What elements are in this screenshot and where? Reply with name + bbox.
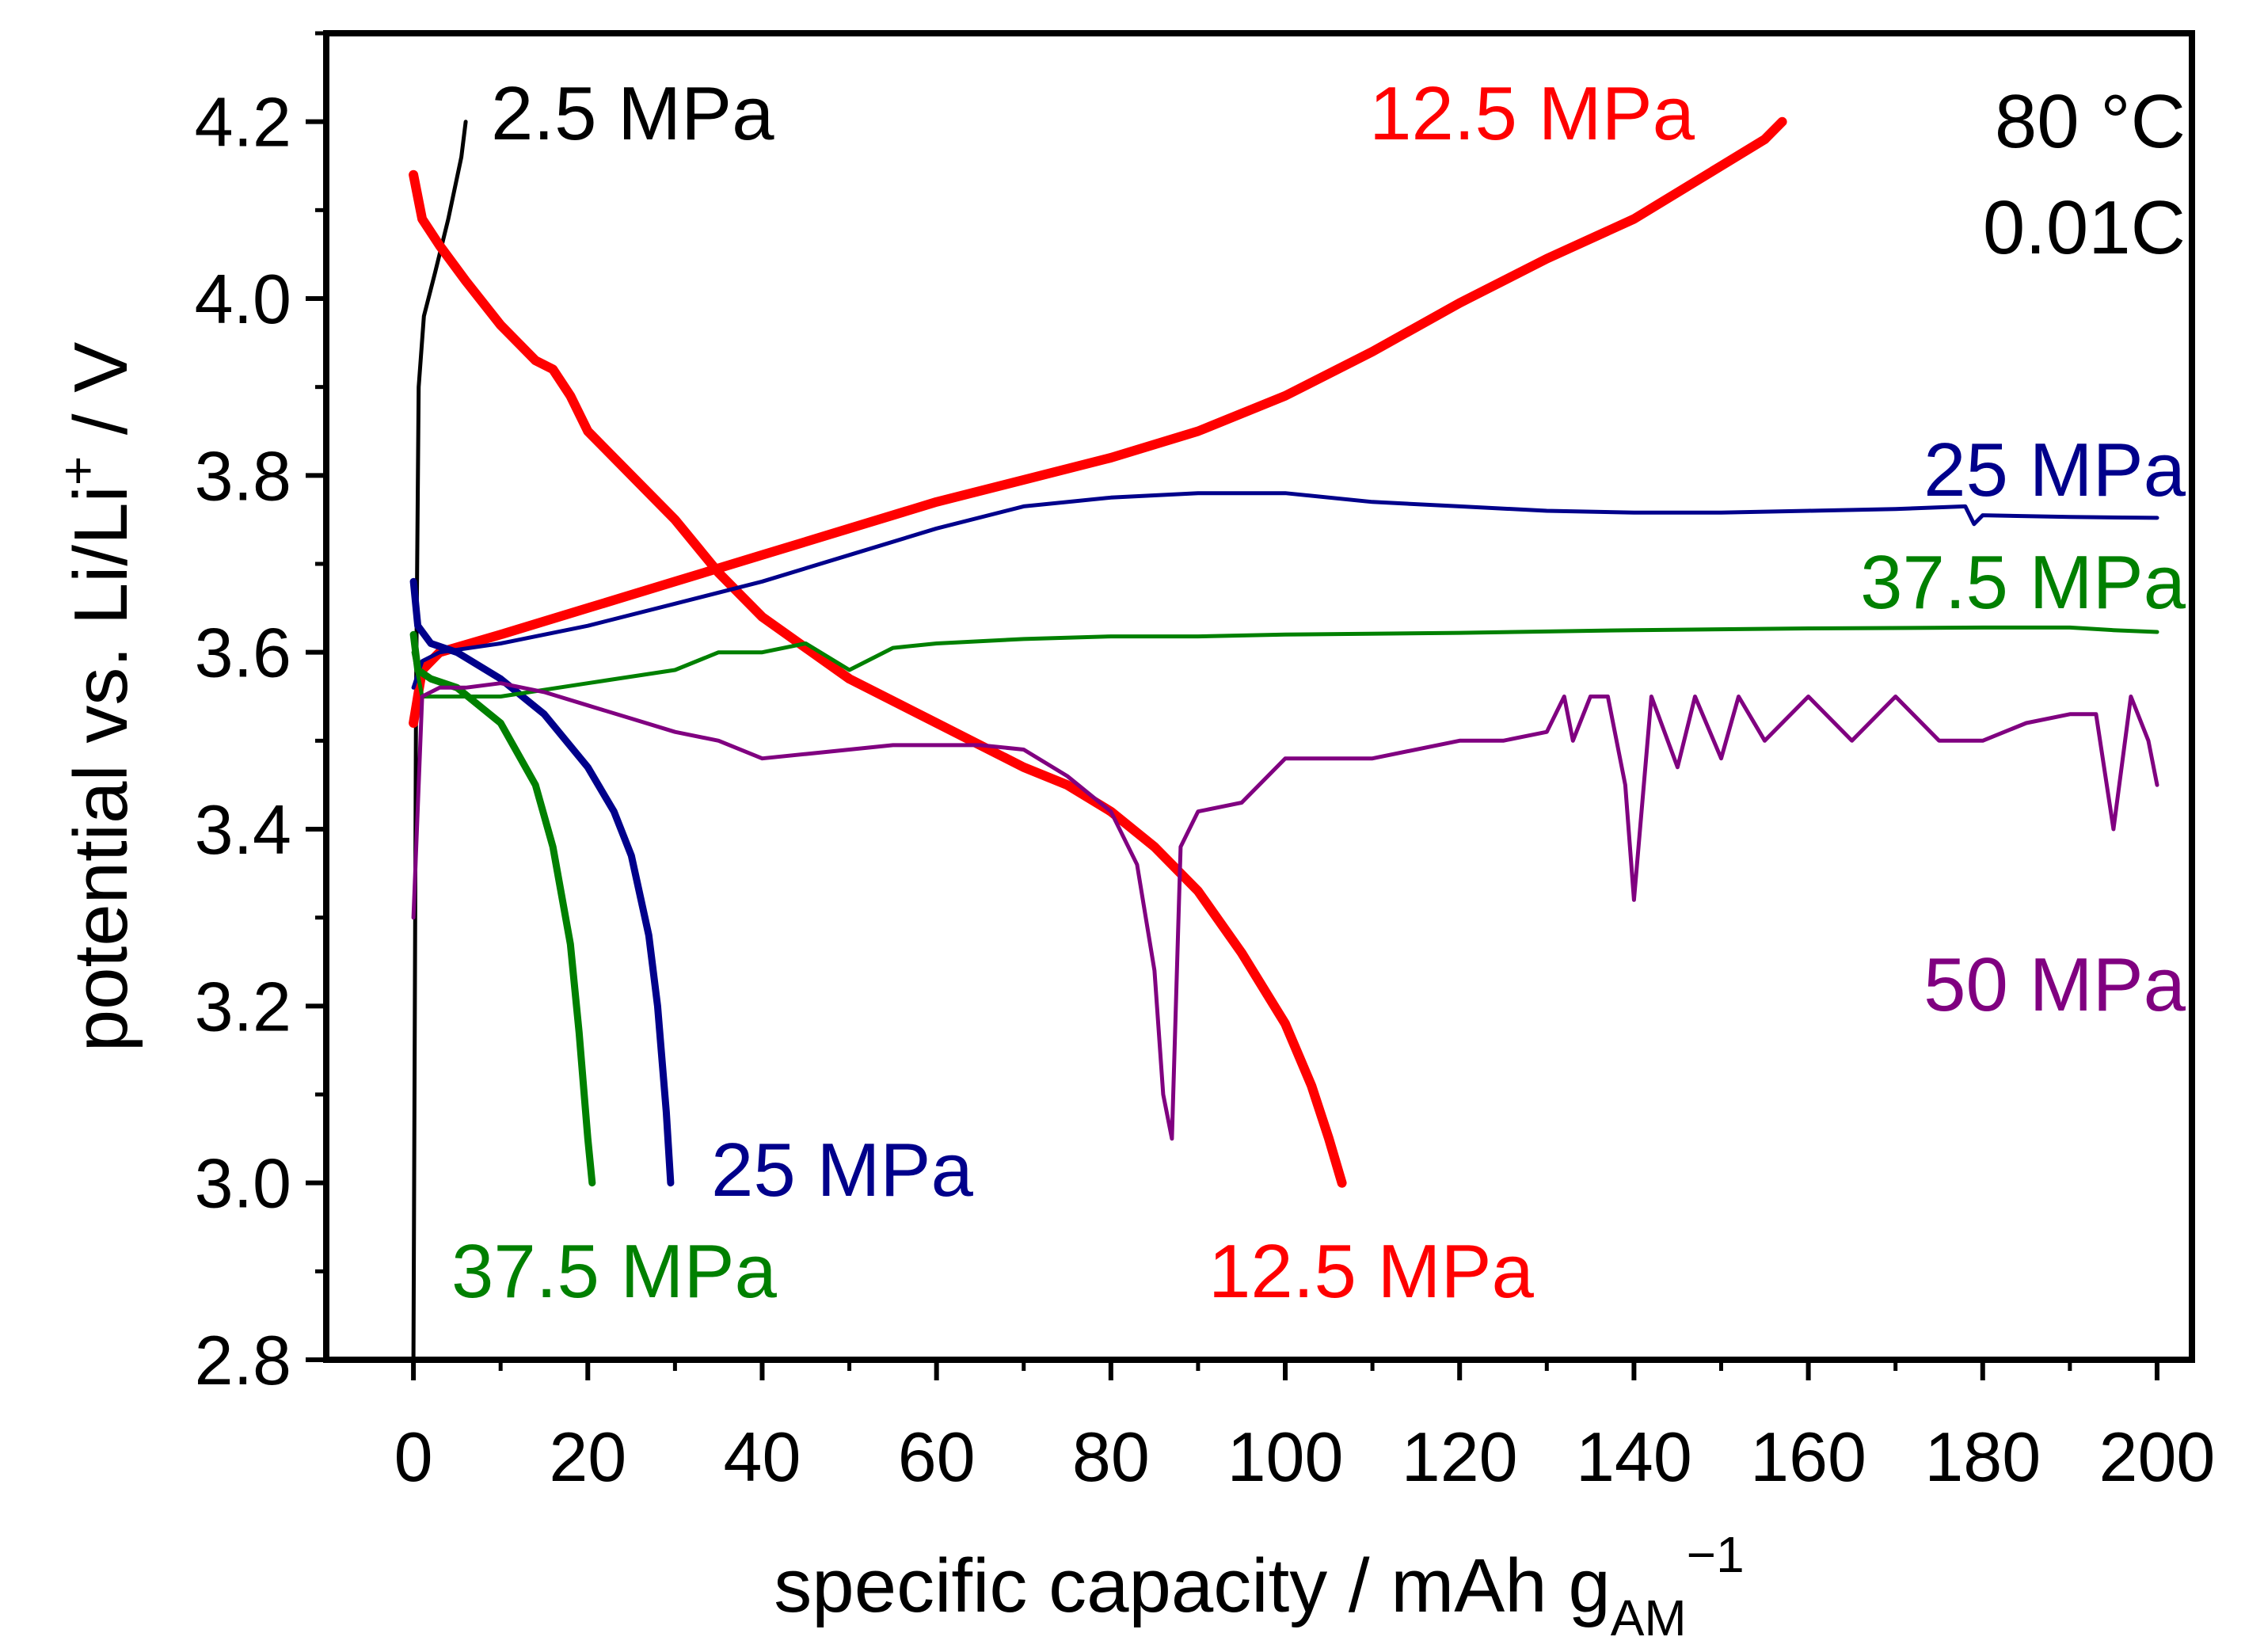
curve-label-50-mpa-4: 50 MPa [1923,942,2186,1027]
curve-label-25-mpa-2: 25 MPa [1923,428,2186,512]
axis-ticks: 0 20 40 60 80 100 120 140 160 180 200 2.8 3.0 3.2 3.4 3… [195,31,2216,1496]
y-tick-label: 3.6 [195,614,291,692]
curve-label-37-5-mpa-6: 37.5 MPa [451,1229,778,1314]
series-line-5 [411,625,2159,698]
x-tick-label: 120 [1402,1418,1518,1496]
curve-label-12-5-mpa-7: 12.5 MPa [1208,1229,1535,1314]
y-tick-label: 3.8 [195,436,291,515]
curve-labels: 2.5 MPa 12.5 MPa 25 MPa 37.5 MPa 50 MPa 25 MP… [451,71,2186,1314]
series-line-2 [409,169,1347,1188]
data-series [409,116,2159,1362]
y-axis-title: potential vs. Li/Li+ / V [49,342,143,1052]
x-tick-label: 200 [2099,1418,2216,1496]
y-tick-label: 3.0 [195,1144,291,1223]
plot-frame [323,30,2195,1363]
series-line-3 [411,491,2159,690]
series-line-6 [409,630,596,1187]
x-tick-label: 160 [1750,1418,1866,1496]
condition-rate: 0.01C [1983,185,2186,270]
series-line-1 [409,116,1787,728]
x-tick-label: 80 [1072,1418,1150,1496]
y-tick-label: 4.0 [195,260,291,338]
x-tick-label: 40 [724,1418,801,1496]
x-tick-label: 100 [1227,1418,1344,1496]
y-tick-label: 2.8 [195,1321,291,1399]
x-tick-label: 140 [1576,1418,1692,1496]
x-tick-label: 60 [898,1418,976,1496]
series-line-7 [411,681,2159,1141]
y-tick-label: 3.4 [195,790,291,869]
series-line-4 [409,577,675,1187]
curve-label-37-5-mpa-3: 37.5 MPa [1860,540,2186,625]
x-tick-label: 20 [549,1418,626,1496]
y-tick-label: 3.2 [195,967,291,1045]
y-tick-label: 4.2 [195,83,291,162]
curve-label-2-5-mpa-0: 2.5 MPa [491,71,774,156]
x-axis-title: specific capacity / mAh gAM−1 [774,1526,1744,1646]
curve-label-12-5-mpa-1: 12.5 MPa [1369,71,1695,156]
x-tick-label: 180 [1924,1418,2041,1496]
curve-label-25-mpa-5: 25 MPa [711,1128,973,1212]
x-tick-label: 0 [394,1418,433,1496]
condition-temperature: 80 °C [1995,79,2186,164]
